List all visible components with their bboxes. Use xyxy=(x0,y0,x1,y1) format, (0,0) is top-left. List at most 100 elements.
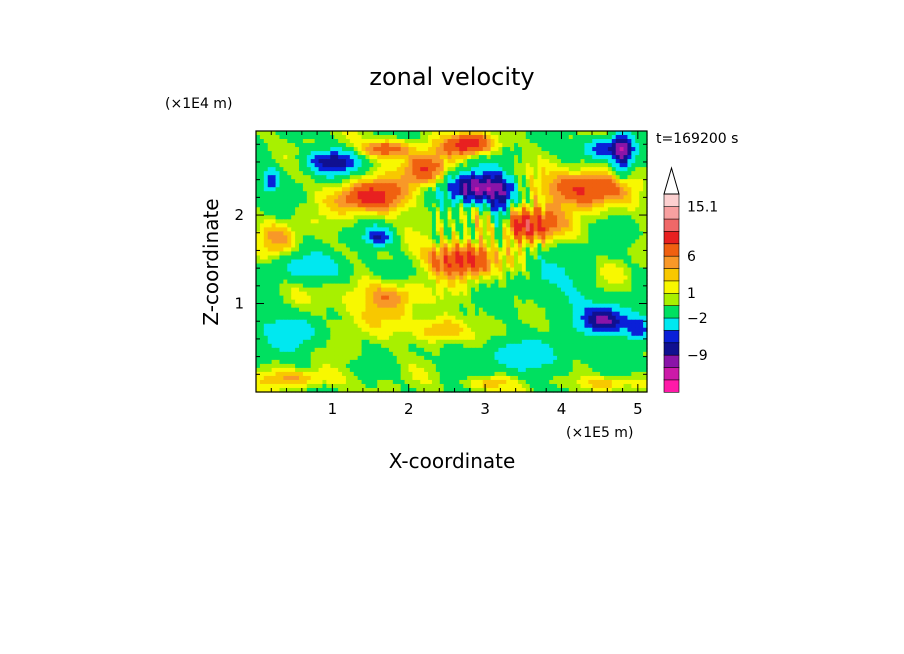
contour-cell xyxy=(334,319,339,325)
contour-cell xyxy=(592,163,597,168)
contour-cell xyxy=(345,163,351,168)
contour-cell xyxy=(592,227,597,232)
contour-cell xyxy=(478,171,484,176)
contour-cell xyxy=(299,155,304,160)
contour-cell xyxy=(420,131,425,136)
contour-cell xyxy=(584,223,589,228)
contour-cell xyxy=(596,299,601,305)
contour-cell xyxy=(259,311,265,317)
contour-cell xyxy=(283,259,288,265)
contour-cell xyxy=(611,247,617,253)
contour-cell xyxy=(611,143,617,148)
contour-cell xyxy=(514,147,519,152)
contour-cell xyxy=(615,175,621,180)
contour-cell xyxy=(525,239,531,245)
contour-cell xyxy=(357,191,363,196)
contour-cell xyxy=(471,227,476,232)
contour-cell xyxy=(541,215,546,220)
contour-cell xyxy=(619,199,625,204)
contour-cell xyxy=(549,327,554,333)
contour-cell xyxy=(349,283,355,289)
contour-cell xyxy=(361,275,367,281)
contour-cell xyxy=(572,135,578,140)
contour-cell xyxy=(639,223,644,228)
contour-cell xyxy=(467,223,472,228)
contour-cell xyxy=(451,147,457,152)
contour-cell xyxy=(455,223,460,228)
contour-cell xyxy=(431,163,437,168)
contour-cell xyxy=(373,155,378,160)
contour-cell xyxy=(396,139,402,144)
contour-cell xyxy=(314,211,320,216)
contour-cell xyxy=(635,163,640,168)
contour-cell xyxy=(560,243,566,249)
contour-cell xyxy=(400,151,406,156)
contour-cell xyxy=(377,267,382,273)
contour-cell xyxy=(619,299,625,305)
contour-cell xyxy=(482,323,488,329)
contour-cell xyxy=(299,131,304,136)
contour-cell xyxy=(271,247,277,253)
contour-cell xyxy=(283,231,288,236)
contour-cell xyxy=(549,167,554,172)
contour-cell xyxy=(463,323,468,329)
contour-cell xyxy=(572,139,578,144)
contour-cell xyxy=(392,263,398,269)
contour-cell xyxy=(568,207,574,212)
contour-cell xyxy=(502,159,507,164)
contour-cell xyxy=(357,231,363,236)
contour-cell xyxy=(267,243,273,249)
contour-cell xyxy=(506,147,511,152)
contour-cell xyxy=(345,303,351,309)
contour-cell xyxy=(330,307,335,313)
contour-cell xyxy=(275,171,281,176)
contour-cell xyxy=(342,235,347,241)
contour-cell xyxy=(635,247,640,253)
contour-cell xyxy=(330,191,335,196)
contour-cell xyxy=(447,199,453,204)
contour-cell xyxy=(584,227,589,232)
contour-cell xyxy=(627,239,632,245)
contour-cell xyxy=(388,207,394,212)
contour-cell xyxy=(517,159,523,164)
contour-cell xyxy=(498,183,503,188)
contour-cell xyxy=(474,255,480,261)
contour-cell xyxy=(334,275,339,281)
contour-cell xyxy=(533,175,539,180)
contour-cell xyxy=(369,199,374,204)
contour-cell xyxy=(299,247,304,253)
contour-cell xyxy=(271,179,277,184)
contour-cell xyxy=(400,131,406,136)
contour-cell xyxy=(639,159,644,164)
contour-cell xyxy=(287,147,292,152)
contour-cell xyxy=(338,191,343,196)
contour-cell xyxy=(631,143,636,148)
contour-cell xyxy=(482,267,488,273)
contour-cell xyxy=(334,251,339,257)
contour-cell xyxy=(345,319,351,325)
contour-cell xyxy=(463,211,468,216)
contour-cell xyxy=(388,243,394,249)
contour-cell xyxy=(338,215,343,220)
contour-cell xyxy=(381,275,386,281)
contour-cell xyxy=(369,155,374,160)
contour-cell xyxy=(263,139,269,144)
contour-cell xyxy=(482,231,488,236)
contour-cell xyxy=(541,167,546,172)
contour-cell xyxy=(377,163,382,168)
contour-cell xyxy=(447,303,453,309)
contour-cell xyxy=(474,151,480,156)
contour-cell xyxy=(619,163,625,168)
contour-cell xyxy=(381,271,386,277)
contour-cell xyxy=(592,303,597,309)
contour-cell xyxy=(494,251,500,257)
contour-cell xyxy=(529,299,535,305)
contour-cell xyxy=(353,303,359,309)
contour-cell xyxy=(494,283,500,289)
contour-cell xyxy=(259,319,265,325)
contour-cell xyxy=(396,311,402,317)
contour-cell xyxy=(576,155,582,160)
contour-cell xyxy=(357,183,363,188)
contour-cell xyxy=(322,243,327,249)
contour-cell xyxy=(486,159,492,164)
